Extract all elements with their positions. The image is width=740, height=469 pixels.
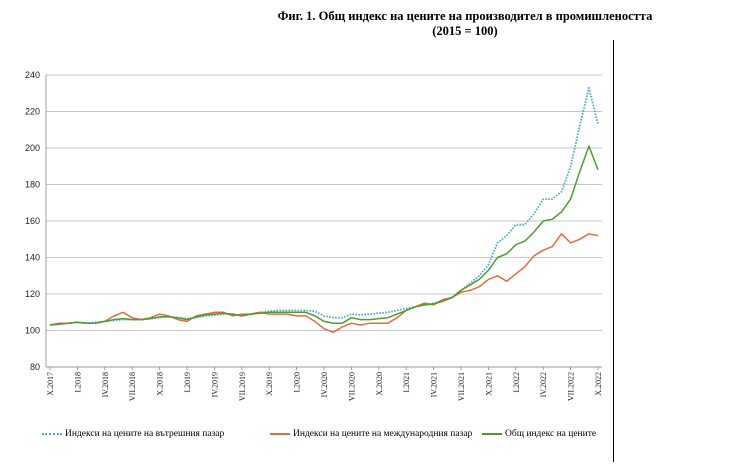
x-tick-label: X.2021	[484, 372, 493, 396]
x-tick-label: X.2018	[156, 372, 165, 396]
x-tick-label: VII.2022	[567, 372, 576, 401]
series-line-domestic	[49, 86, 599, 326]
x-tick-label: IV.2019	[210, 372, 219, 397]
legend-label-domestic: Индекси на цените на вътрешния пазар	[65, 429, 225, 439]
y-tick-label: 140	[25, 253, 40, 263]
x-axis: X.2017 I.2018 IV.2018 VII.2018 X.2018 I.2019 I…	[46, 366, 603, 401]
gridlines	[46, 74, 602, 368]
y-tick-label: 240	[25, 70, 40, 80]
frame-right-border	[613, 40, 614, 462]
legend-label-total: Общ индекс на цените	[505, 429, 597, 439]
legend-item-total: Общ индекс на цените	[482, 429, 596, 439]
chart-title: Фиг. 1. Общ индекс на цените на производ…	[277, 9, 653, 23]
y-tick-label: 120	[25, 289, 40, 299]
x-tick-label: VII.2018	[128, 372, 137, 401]
x-tick-label: X.2017	[46, 372, 55, 396]
y-tick-label: 80	[30, 362, 40, 372]
x-tick-label: VII.2019	[238, 372, 247, 401]
x-tick-label: X.2019	[265, 372, 274, 396]
x-tick-label: I.2018	[73, 372, 82, 393]
x-tick-label: IV.2021	[430, 372, 439, 397]
chart-subtitle: (2015 = 100)	[432, 24, 498, 38]
x-tick-label: VII.2021	[457, 372, 466, 401]
x-tick-label: IV.2018	[101, 372, 110, 397]
x-tick-label: I.2022	[512, 372, 521, 393]
x-tick-label: I.2021	[402, 372, 411, 393]
x-tick-label: X.2020	[375, 372, 384, 396]
chart-title-block: Фиг. 1. Общ индекс на цените на производ…	[200, 9, 730, 39]
y-tick-label: 100	[25, 326, 40, 336]
series-group	[49, 86, 599, 334]
x-tick-label: I.2019	[183, 372, 192, 393]
series-line-total	[49, 145, 599, 326]
legend-label-international: Индекси на цените на международния пазар	[293, 429, 473, 439]
legend-swatch-domestic	[42, 433, 62, 435]
y-tick-label: 220	[25, 107, 40, 117]
x-tick-label: X.2022	[594, 372, 603, 396]
y-tick-label: 180	[25, 180, 40, 190]
y-axis: 80 100 120 140 160 180 200 220 240	[25, 70, 47, 372]
legend-item-international: Индекси на цените на международния пазар	[270, 429, 472, 439]
y-tick-label: 160	[25, 216, 40, 226]
x-tick-label: VII.2020	[347, 372, 356, 401]
x-tick-label: IV.2020	[320, 372, 329, 397]
y-tick-label: 200	[25, 143, 40, 153]
legend-swatch-international	[270, 433, 290, 435]
series-line-international	[49, 233, 599, 334]
x-tick-label: IV.2022	[539, 372, 548, 397]
legend-swatch-total	[482, 433, 502, 435]
legend-item-domestic: Индекси на цените на вътрешния пазар	[42, 429, 224, 439]
x-tick-label: I.2020	[293, 372, 302, 393]
